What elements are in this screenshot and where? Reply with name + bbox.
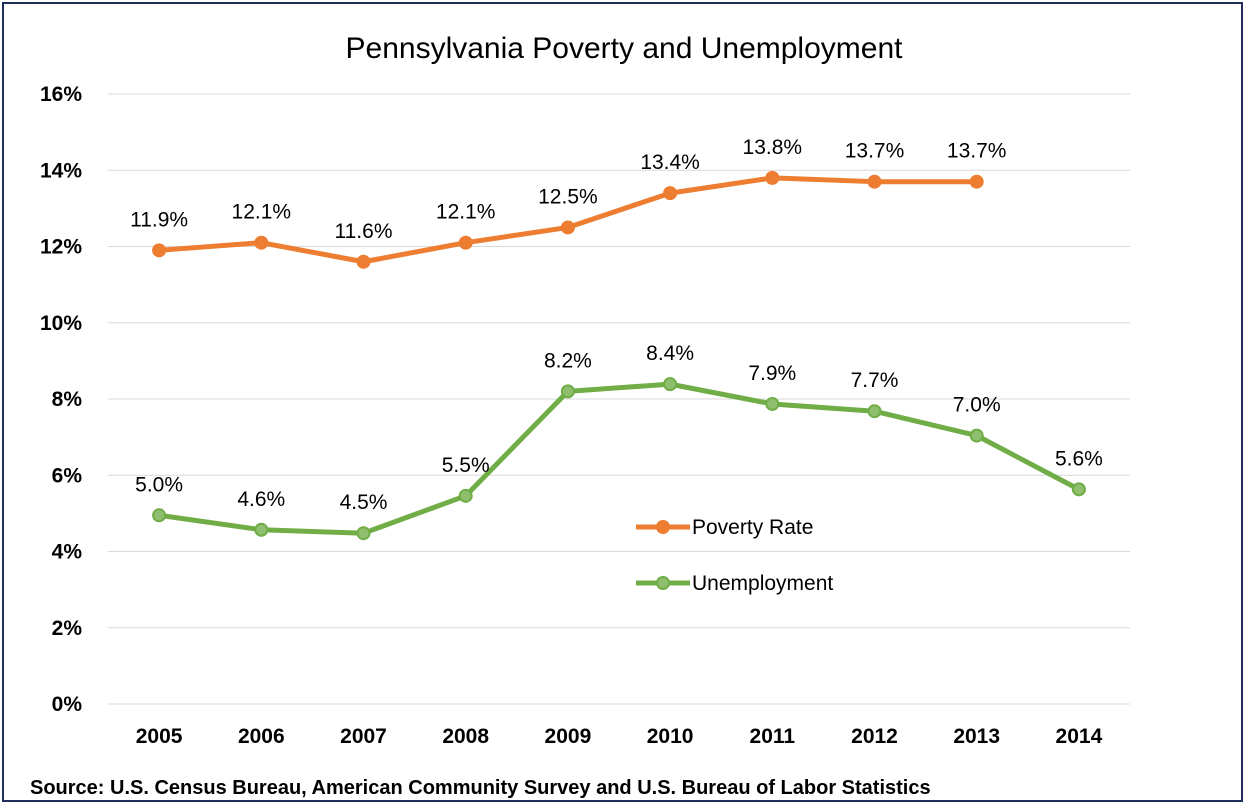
- legend: Poverty Rate Unemployment: [636, 516, 833, 595]
- y-tick-label: 12%: [40, 236, 82, 259]
- y-tick-label: 16%: [40, 83, 82, 106]
- x-tick-label: 2012: [851, 725, 898, 748]
- unemployment-legend-label: Unemployment: [692, 572, 833, 595]
- x-tick-label: 2007: [340, 725, 387, 748]
- poverty-rate-data-label: 13.7%: [947, 140, 1007, 163]
- unemployment-data-label: 4.5%: [340, 491, 388, 514]
- x-tick-label: 2006: [238, 725, 285, 748]
- poverty-rate-data-label: 12.1%: [436, 201, 496, 224]
- chart-title: Pennsylvania Poverty and Unemployment: [346, 32, 904, 65]
- unemployment-point: [458, 488, 473, 503]
- poverty-rate-legend-marker: [656, 520, 670, 534]
- y-axis-ticks: 0% 2% 4% 6% 8% 10% 12% 14% 16%: [40, 83, 82, 716]
- poverty-rate-point: [458, 235, 473, 250]
- unemployment-data-label: 4.6%: [237, 488, 285, 511]
- unemployment-legend-marker: [656, 576, 670, 590]
- unemployment-point: [560, 384, 575, 399]
- x-tick-label: 2010: [647, 725, 694, 748]
- unemployment-point: [969, 428, 984, 443]
- poverty-rate-legend-label: Poverty Rate: [692, 516, 813, 539]
- unemployment-data-label: 5.6%: [1055, 447, 1103, 470]
- x-tick-label: 2013: [953, 725, 1000, 748]
- y-tick-label: 6%: [52, 464, 83, 487]
- unemployment-point: [867, 404, 882, 419]
- gridlines: [108, 93, 1130, 705]
- poverty-rate-point: [152, 243, 167, 258]
- unemployment-point: [356, 526, 371, 541]
- unemployment-point: [1071, 482, 1086, 497]
- unemployment-data-label: 8.2%: [544, 349, 592, 372]
- y-tick-label: 14%: [40, 159, 82, 182]
- poverty-rate-point: [254, 235, 269, 250]
- unemployment-data-label: 7.0%: [953, 394, 1001, 417]
- unemployment-point: [765, 396, 780, 411]
- unemployment-data-label: 8.4%: [646, 342, 694, 365]
- poverty-rate-data-label: 13.4%: [640, 151, 700, 174]
- source-note: Source: U.S. Census Bureau, American Com…: [30, 777, 931, 799]
- x-axis-ticks: 2005 2006 2007 2008 2009 2010 2011 2012 2013 2014: [136, 725, 1103, 748]
- unemployment-data-label: 7.9%: [748, 362, 796, 385]
- unemployment-point: [254, 522, 269, 537]
- data-labels: 11.9% 12.1% 11.6% 12.1% 12.5% 13.4% 13.8% 13.7%…: [130, 136, 1103, 514]
- x-tick-label: 2011: [750, 725, 796, 748]
- unemployment-data-label: 5.5%: [442, 454, 490, 477]
- unemployment-point: [152, 508, 167, 523]
- poverty-rate-data-label: 13.7%: [845, 140, 905, 163]
- x-tick-label: 2014: [1056, 725, 1103, 748]
- poverty-rate-point: [969, 174, 984, 189]
- poverty-rate-data-label: 12.1%: [232, 201, 292, 224]
- poverty-rate-data-label: 13.8%: [743, 136, 803, 159]
- poverty-rate-point: [663, 186, 678, 201]
- poverty-rate-point: [765, 170, 780, 185]
- poverty-rate-point: [560, 220, 575, 235]
- y-tick-label: 10%: [40, 312, 82, 335]
- poverty-rate-data-label: 11.9%: [130, 208, 188, 231]
- y-tick-label: 4%: [52, 541, 83, 564]
- poverty-rate-data-label: 12.5%: [538, 185, 598, 208]
- poverty-rate-point: [867, 174, 882, 189]
- poverty-rate-point: [356, 254, 371, 269]
- y-tick-label: 8%: [52, 388, 83, 411]
- unemployment-point: [663, 377, 678, 392]
- x-tick-label: 2009: [545, 725, 592, 748]
- unemployment-data-label: 7.7%: [851, 369, 899, 392]
- poverty-rate-data-label: 11.6%: [335, 220, 393, 243]
- x-tick-label: 2008: [442, 725, 489, 748]
- y-tick-label: 0%: [52, 693, 83, 716]
- unemployment-data-label: 5.0%: [135, 473, 183, 496]
- y-tick-label: 2%: [52, 617, 83, 640]
- x-tick-label: 2005: [136, 725, 183, 748]
- unemployment-line: [156, 381, 1082, 536]
- series-layer: [152, 170, 1086, 541]
